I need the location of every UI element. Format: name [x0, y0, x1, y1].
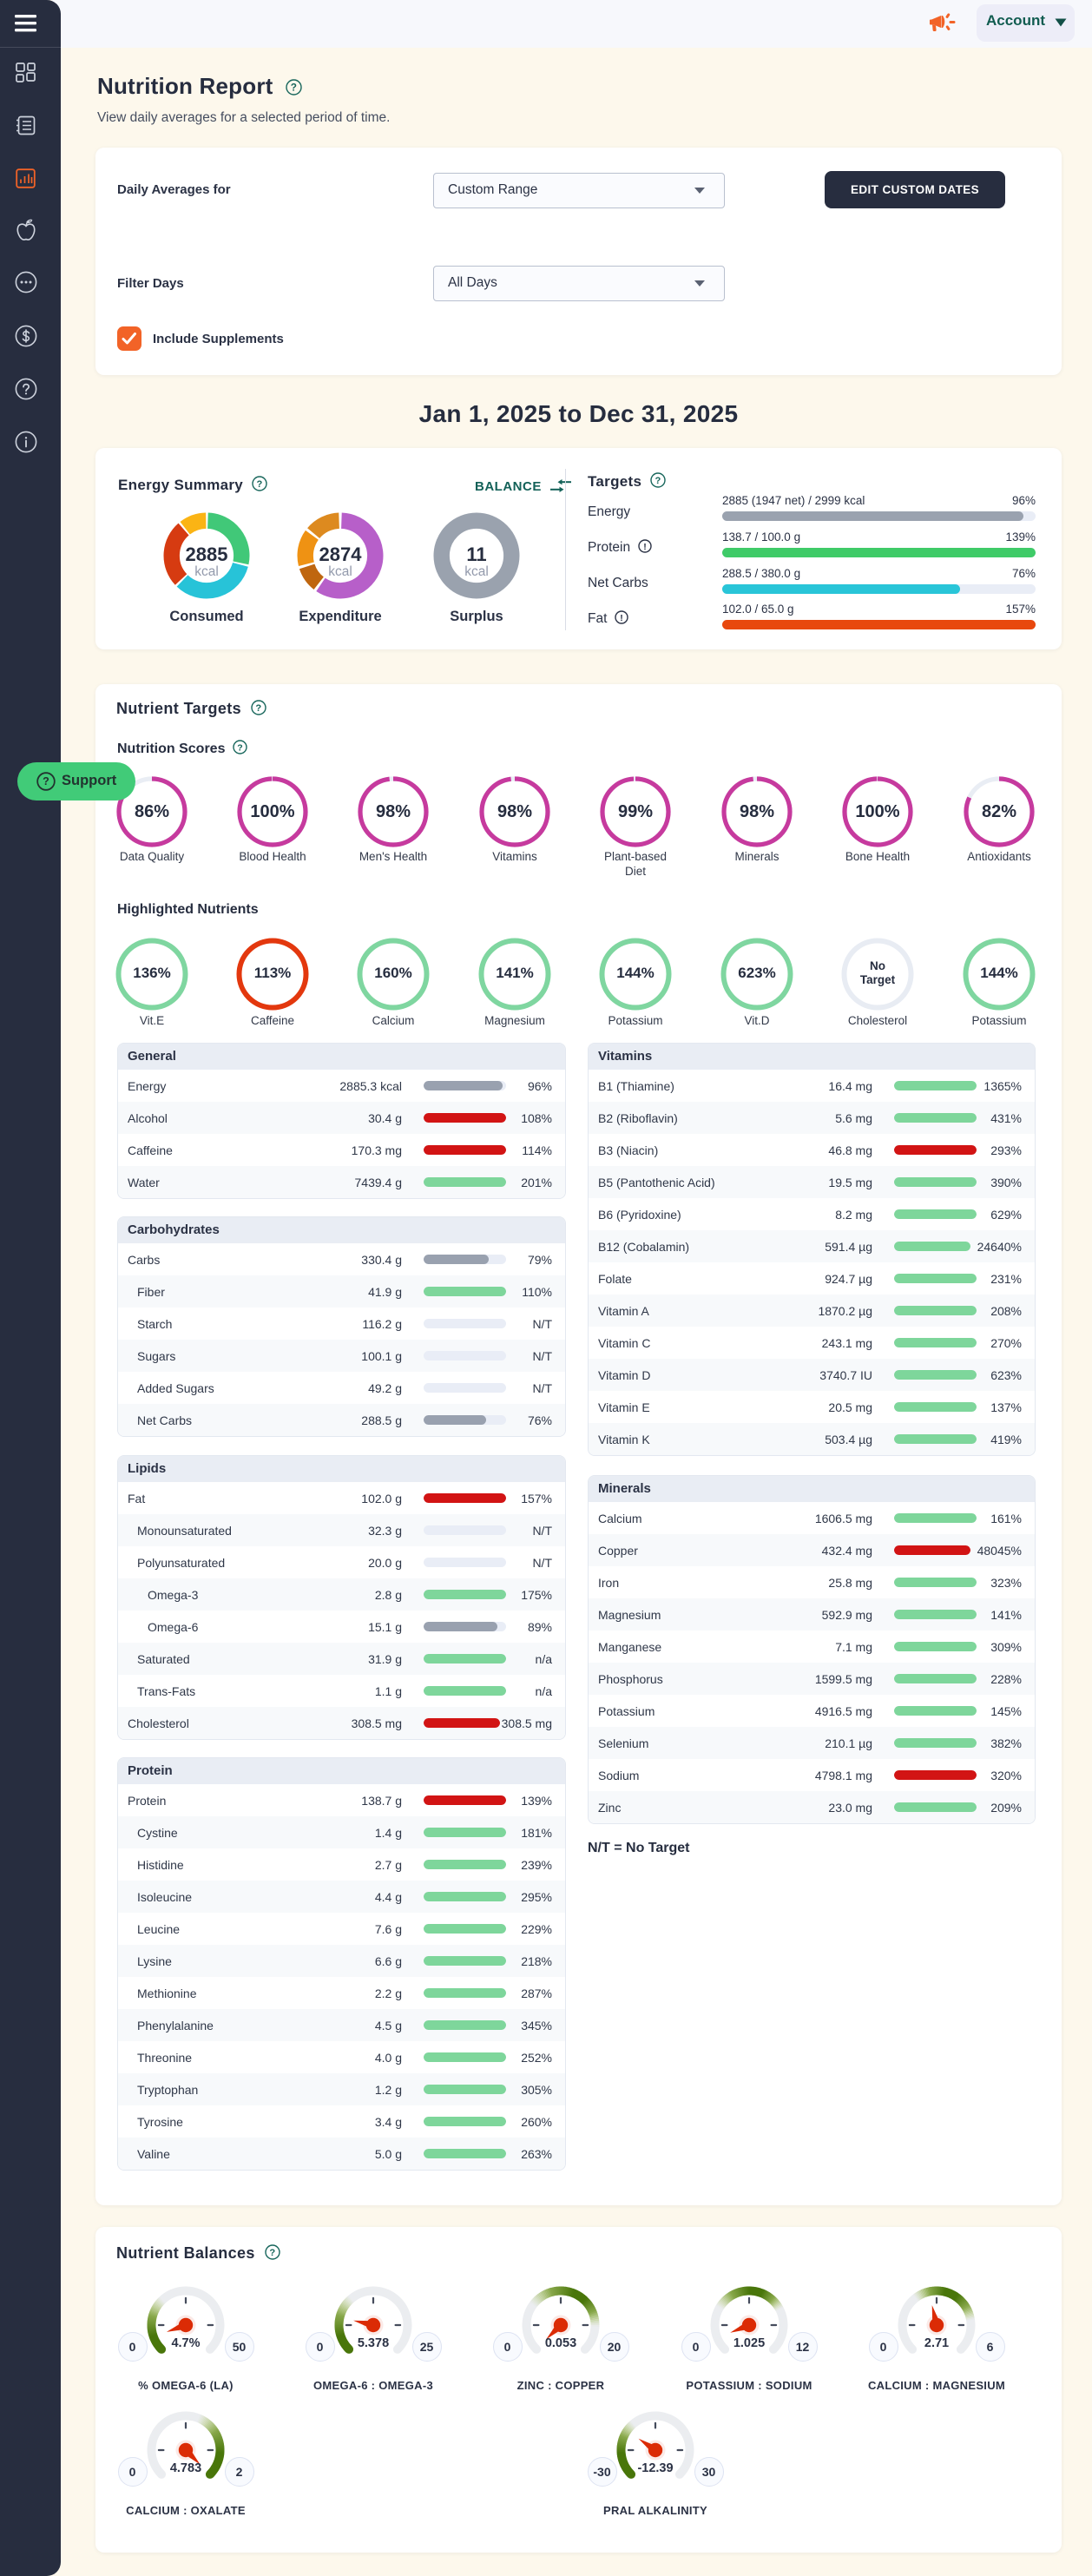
- svg-text:!: !: [620, 613, 623, 623]
- svg-text:?: ?: [255, 703, 261, 714]
- svg-text:?: ?: [655, 476, 661, 486]
- svg-text:?: ?: [291, 82, 297, 94]
- svg-text:?: ?: [238, 742, 243, 753]
- svg-text:!: !: [643, 542, 647, 552]
- svg-text:?: ?: [269, 2248, 275, 2258]
- svg-text:?: ?: [43, 775, 49, 787]
- svg-text:?: ?: [257, 479, 263, 490]
